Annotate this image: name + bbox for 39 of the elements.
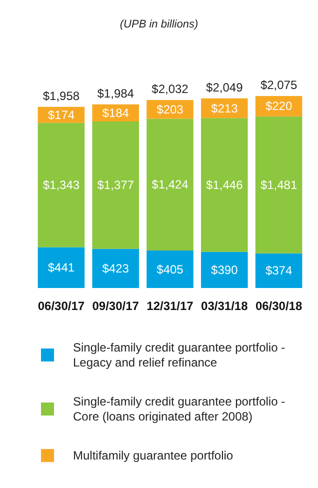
total-label: $2,075 [260,78,298,92]
total-label: $1,958 [42,88,80,103]
legend-label: Single-family credit guarantee portfolio - Legacy and relief refinance [73,340,288,370]
data-label: $184 [102,106,130,120]
data-label: $390 [211,262,238,277]
bar [255,253,302,288]
legend-label: Multifamily guarantee portfolio [73,448,234,462]
x-tick-label: 09/30/17 [92,299,140,313]
x-tick-label: 06/30/18 [255,299,302,313]
total-label: $2,049 [206,80,244,94]
data-label: $1,446 [206,178,244,192]
total-label: $1,984 [97,86,134,100]
bar [255,116,302,254]
bar [201,252,248,288]
x-tick-label: 03/31/18 [201,299,248,313]
bar [146,118,194,251]
bar [201,118,248,252]
bar [92,248,139,288]
bar [38,122,85,248]
data-label: $220 [265,99,292,114]
data-label: $1,424 [152,178,189,192]
data-label: $1,377 [97,178,134,192]
chart-title: (UPB in billions) [120,18,198,30]
data-label: $203 [156,102,184,116]
data-label: $374 [265,264,292,278]
data-label: $174 [48,108,75,122]
data-label: $1,481 [260,178,298,192]
bar [38,247,85,288]
total-label: $2,032 [152,82,189,96]
x-tick-label: 06/30/17 [38,299,85,313]
bar [92,121,139,249]
data-label: $405 [156,262,184,276]
data-label: $213 [211,101,238,116]
legend-label: Single-family credit guarantee portfolio - Core (loans originated after 2008) [73,394,288,424]
x-tick-label: 12/31/17 [146,299,194,313]
data-label: $441 [48,260,75,275]
data-label: $1,343 [42,178,80,192]
data-label: $423 [102,261,130,276]
bar [146,250,194,288]
